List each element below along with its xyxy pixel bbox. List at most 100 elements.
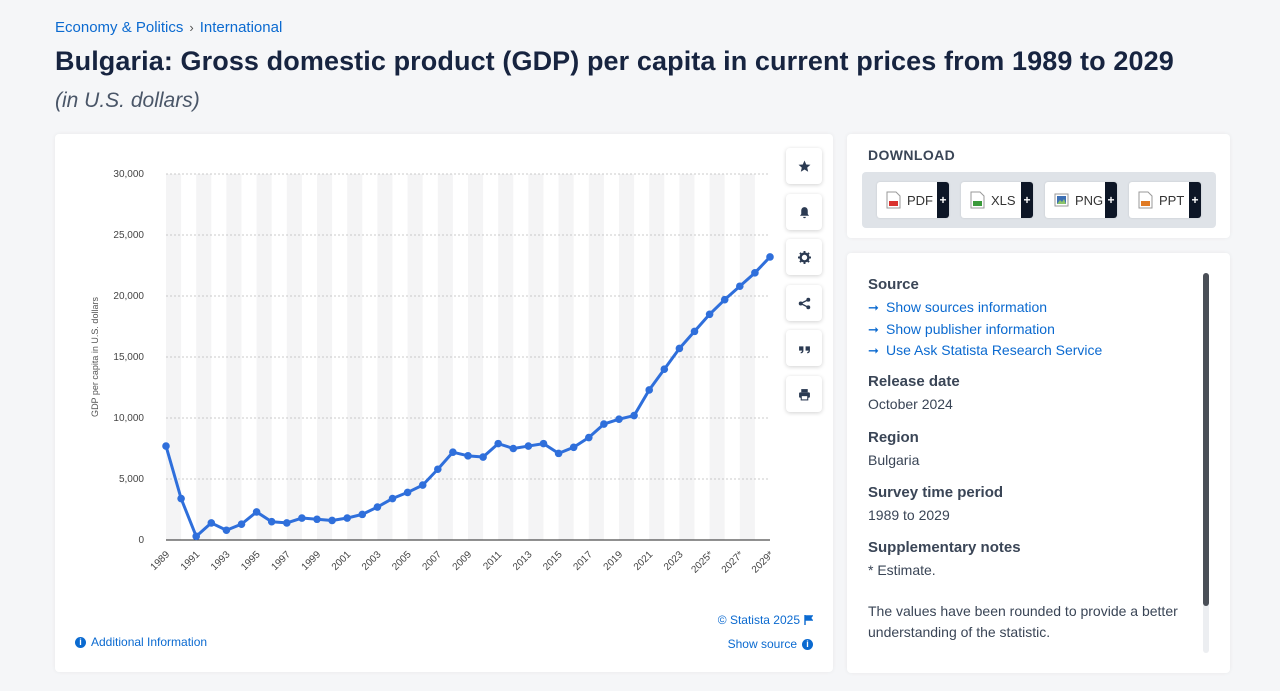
data-point xyxy=(479,453,487,461)
favorite-button[interactable] xyxy=(786,148,822,184)
download-pdf-button[interactable]: PDF + xyxy=(877,182,949,218)
notify-button[interactable] xyxy=(786,194,822,230)
source-heading: Source xyxy=(868,276,919,293)
data-point xyxy=(554,449,563,458)
data-point xyxy=(585,433,593,442)
x-tick-label: 1995 xyxy=(239,549,263,573)
rounding-note: The values have been rounded to provide … xyxy=(868,603,1178,640)
y-axis-label: GDP per capita in U.S. dollars xyxy=(90,297,100,417)
x-tick-label: 2017 xyxy=(571,549,595,573)
x-tick-label: 2025* xyxy=(689,549,715,575)
x-tick-label: 1991 xyxy=(179,549,203,573)
x-tick-label: 2001 xyxy=(330,549,354,573)
pdf-plus: + xyxy=(937,182,949,218)
data-point xyxy=(373,503,382,511)
data-point xyxy=(524,442,533,450)
grid-column-band xyxy=(649,174,665,540)
data-point xyxy=(252,508,261,516)
share-icon xyxy=(798,297,810,309)
data-point xyxy=(343,514,352,522)
survey-period-value: 1989 to 2029 xyxy=(868,507,950,523)
download-png-button[interactable]: PNG + xyxy=(1045,182,1117,218)
data-point xyxy=(328,516,336,525)
data-point xyxy=(766,253,774,261)
y-tick-label: 30,000 xyxy=(113,169,144,180)
data-point xyxy=(600,420,608,428)
region-heading: Region xyxy=(868,429,919,446)
png-file-icon xyxy=(1054,193,1069,207)
settings-button[interactable] xyxy=(786,239,822,275)
data-point xyxy=(313,515,321,524)
x-tick-label: 2029* xyxy=(750,549,776,575)
arrow-right-icon: ➞ xyxy=(868,300,879,315)
y-tick-label: 0 xyxy=(138,535,144,546)
breadcrumb-economy-politics[interactable]: Economy & Politics xyxy=(55,19,184,36)
ppt-plus: + xyxy=(1189,182,1201,218)
x-tick-label: 2013 xyxy=(511,549,535,573)
data-point xyxy=(207,519,216,527)
share-button[interactable] xyxy=(786,285,822,321)
x-tick-label: 2009 xyxy=(451,549,475,573)
pdf-file-icon xyxy=(886,191,901,209)
download-bar: PDF + XLS + PNG + PPT + xyxy=(862,172,1216,228)
x-tick-label: 1999 xyxy=(300,549,324,573)
show-source-link[interactable]: Show source i xyxy=(728,637,813,651)
data-point xyxy=(494,439,503,448)
data-point xyxy=(569,443,578,452)
x-tick-label: 2011 xyxy=(481,549,504,572)
survey-period-section: Survey time period 1989 to 2029 xyxy=(868,484,1003,526)
ppt-label: PPT xyxy=(1159,192,1185,208)
link-label: Show sources information xyxy=(886,299,1048,315)
release-date-value: October 2024 xyxy=(868,396,953,412)
data-point xyxy=(630,411,638,420)
download-xls-button[interactable]: XLS + xyxy=(961,182,1033,218)
xls-label: XLS xyxy=(991,192,1016,208)
grid-column-band xyxy=(226,174,242,540)
page-title: Bulgaria: Gross domestic product (GDP) p… xyxy=(55,46,1174,76)
x-tick-label: 2003 xyxy=(360,549,384,573)
gdp-line-chart: 0 5,000 10,000 15,000 20,000 25,000 30,000 GDP … xyxy=(90,169,776,576)
data-point xyxy=(177,494,185,503)
breadcrumb-international[interactable]: International xyxy=(199,19,283,36)
info-icon: i xyxy=(75,636,86,648)
ppt-file-icon xyxy=(1138,191,1153,209)
x-tick-label: 2021 xyxy=(632,549,656,573)
grid-column-band xyxy=(437,174,453,540)
print-button[interactable] xyxy=(786,376,822,412)
chart-card: 0 5,000 10,000 15,000 20,000 25,000 30,000 GDP … xyxy=(55,134,833,672)
data-point xyxy=(403,488,412,497)
data-point xyxy=(283,519,291,527)
region-value: Bulgaria xyxy=(868,452,920,468)
scrollbar-thumb[interactable] xyxy=(1203,273,1209,606)
x-tick-label: 2015 xyxy=(541,549,565,573)
download-title: DOWNLOAD xyxy=(868,147,956,163)
info-icon: i xyxy=(802,638,813,650)
data-point xyxy=(690,327,699,336)
data-point xyxy=(388,494,397,503)
y-tick-label: 5,000 xyxy=(119,474,144,485)
data-point xyxy=(222,526,231,535)
supplementary-notes-section: Supplementary notes * Estimate. The valu… xyxy=(868,539,1188,643)
data-point xyxy=(675,344,684,353)
gear-icon xyxy=(797,250,811,264)
region-section: Region Bulgaria xyxy=(868,429,919,471)
additional-information-link[interactable]: i Additional Information xyxy=(75,635,207,649)
data-point xyxy=(418,481,427,489)
show-publisher-information-link[interactable]: ➞ Show publisher information xyxy=(868,319,1102,341)
cite-button[interactable] xyxy=(786,330,822,366)
ask-statista-link[interactable]: ➞ Use Ask Statista Research Service xyxy=(868,340,1102,362)
x-tick-label: 1993 xyxy=(209,549,233,573)
data-point xyxy=(736,282,744,291)
credit-text: © Statista 2025 xyxy=(717,613,800,627)
y-tick-label: 20,000 xyxy=(113,291,144,302)
grid-column-band xyxy=(588,174,604,540)
statista-credit[interactable]: © Statista 2025 xyxy=(718,613,813,627)
download-ppt-button[interactable]: PPT + xyxy=(1129,182,1201,218)
pdf-label: PDF xyxy=(907,192,933,208)
breadcrumb-separator: › xyxy=(189,20,194,35)
x-tick-label: 2027* xyxy=(720,549,746,575)
x-tick-label: 2007 xyxy=(420,549,444,573)
show-sources-information-link[interactable]: ➞ Show sources information xyxy=(868,297,1102,319)
print-icon xyxy=(798,388,810,400)
data-point xyxy=(660,365,669,373)
